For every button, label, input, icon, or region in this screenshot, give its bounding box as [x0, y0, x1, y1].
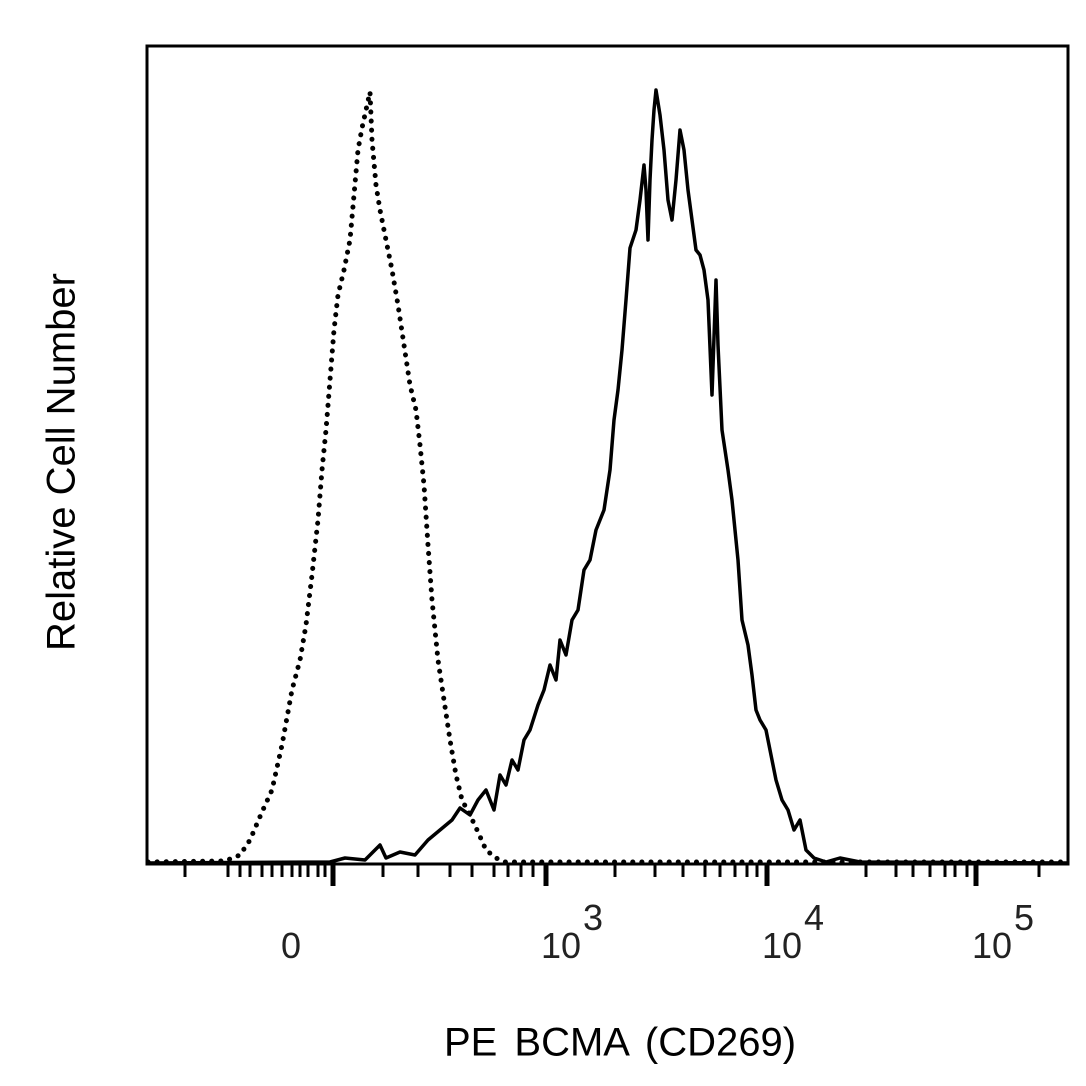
plot-frame	[145, 44, 1070, 866]
tick-base: 10	[972, 925, 1013, 966]
isotype-control-histogram	[145, 89, 1071, 865]
tick-base: 0	[281, 925, 302, 966]
x-axis-ticks	[183, 864, 1041, 886]
y-axis-label: Relative Cell Number	[39, 273, 84, 651]
tick-base: 10	[541, 925, 582, 966]
tick-exponent: 3	[583, 897, 604, 938]
tick-exponent: 4	[804, 897, 825, 938]
bcma-stained-histogram	[147, 88, 1069, 865]
tick-exponent: 5	[1014, 897, 1035, 938]
x-tick-label: 105	[972, 897, 1034, 967]
tick-base: 10	[762, 925, 803, 966]
x-tick-label: 104	[762, 897, 824, 967]
x-tick-label: 103	[541, 897, 603, 967]
x-tick-label: 0	[281, 925, 301, 967]
x-axis-label: PE BCMA (CD269)	[443, 1020, 797, 1065]
